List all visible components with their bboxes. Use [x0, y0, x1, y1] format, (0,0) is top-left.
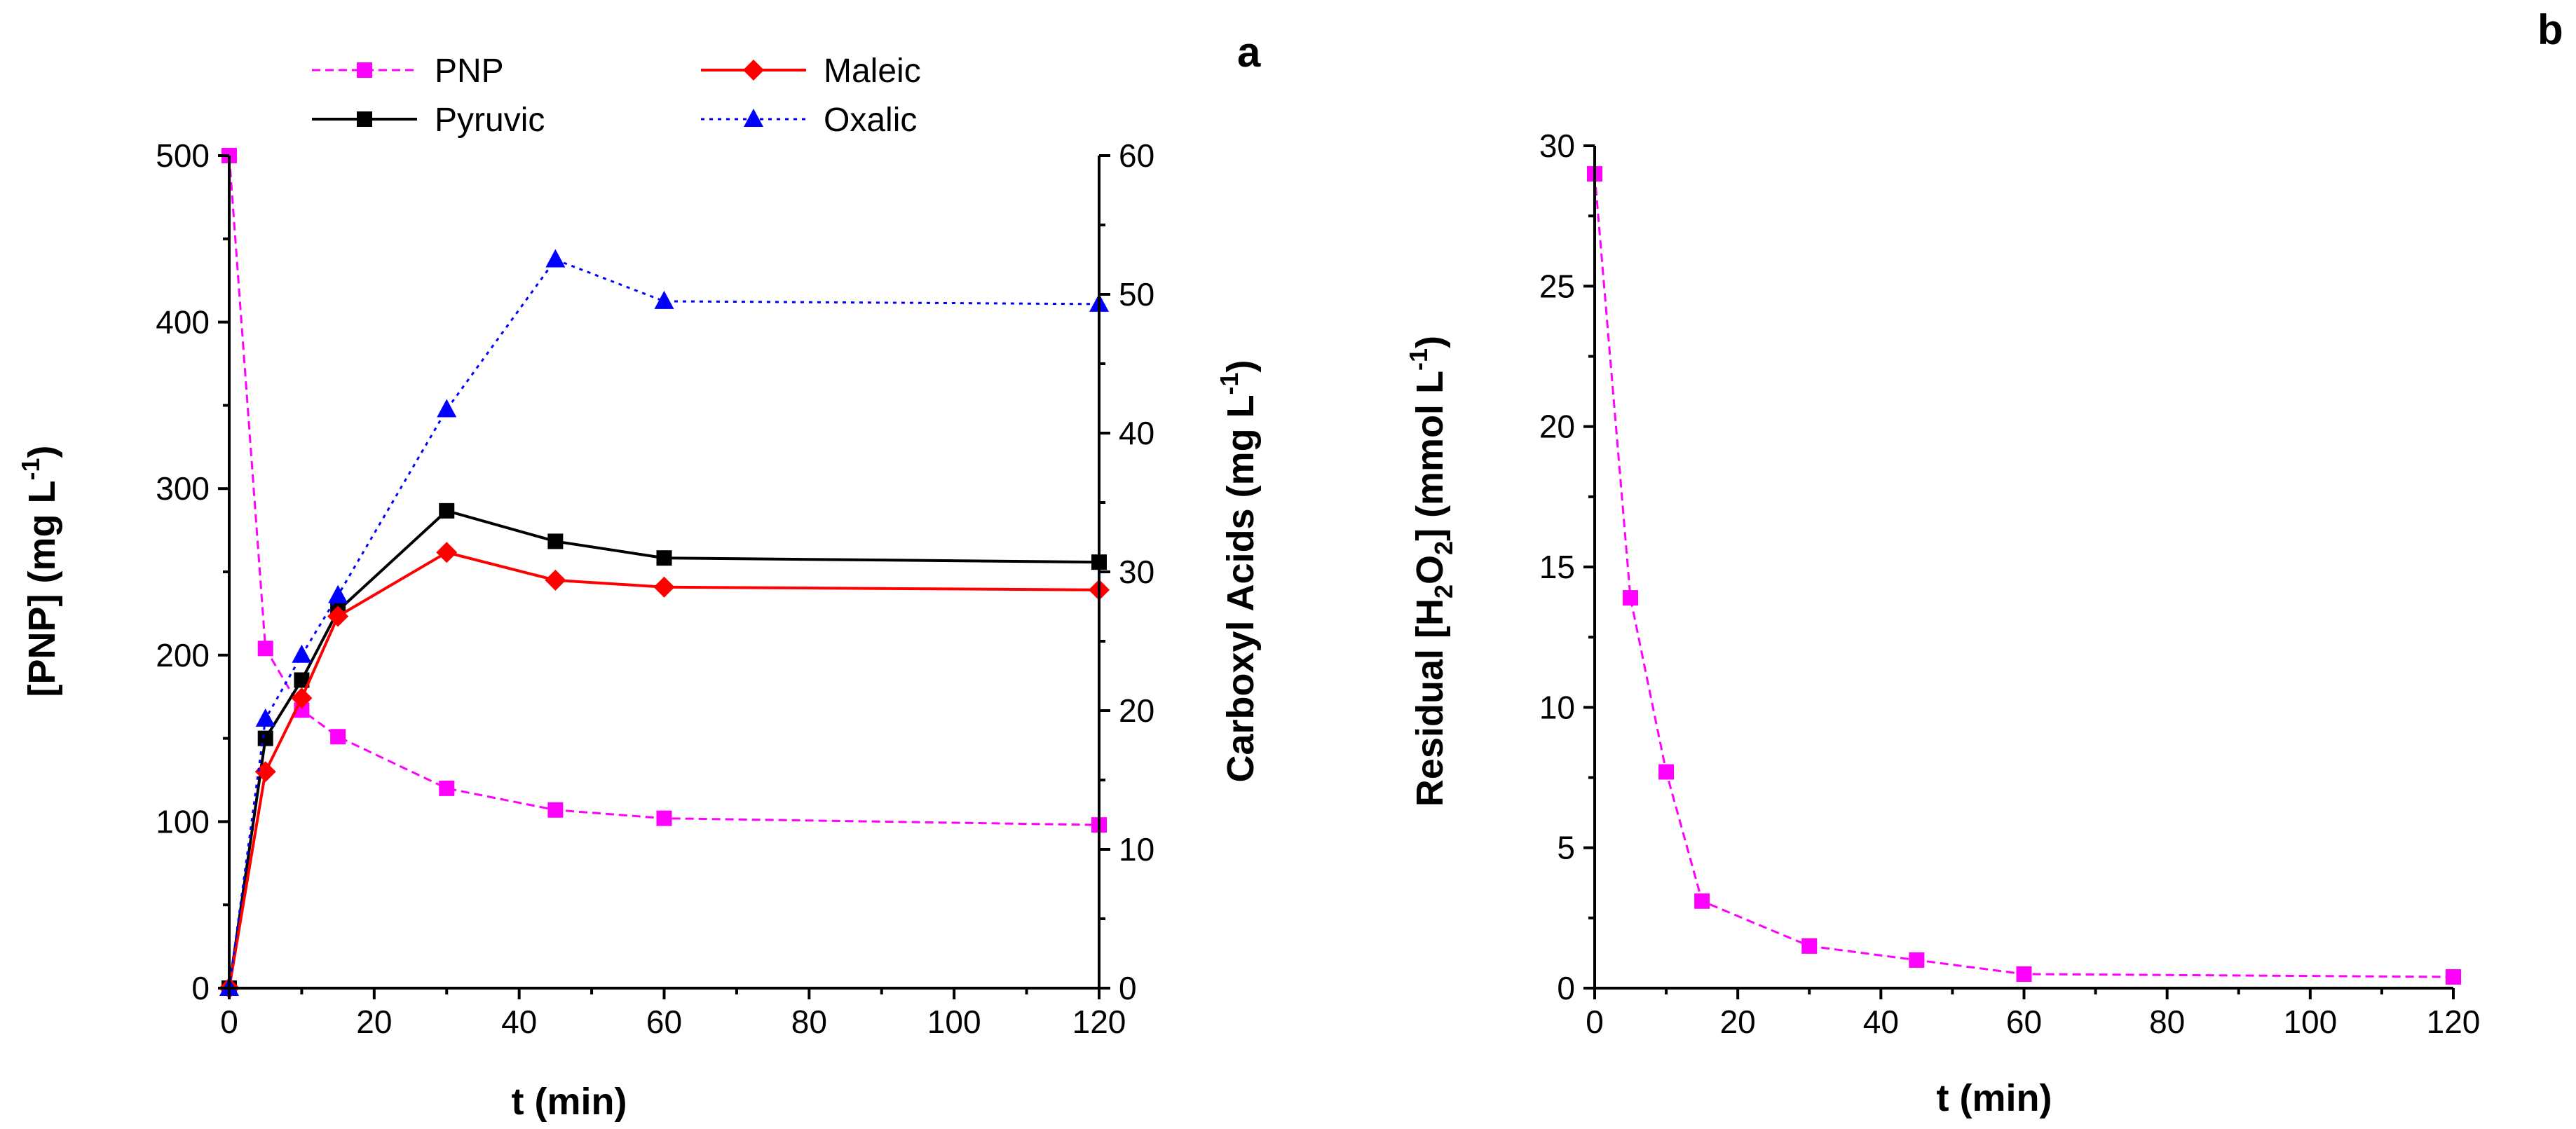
panel-a-right-y-tick-label: 50	[1119, 276, 1154, 313]
legend-item-pnp: PNP	[312, 53, 504, 90]
panel-a-label: a	[1237, 29, 1261, 76]
panel-a-oxalic-point	[545, 249, 566, 268]
panel-b-x-tick-label: 120	[2427, 1004, 2481, 1040]
legend-pnp-label: PNP	[435, 53, 504, 90]
panel-b-y-axis-title: Residual [H2O2] (mmol L-1)	[1404, 336, 1458, 807]
legend-item-maleic: Maleic	[701, 53, 921, 90]
panel-b-h2o2-point	[1909, 952, 1925, 968]
panel-b-y-tick-label: 20	[1539, 409, 1575, 445]
panel-a-pyruvic-point	[439, 502, 455, 519]
legend-pnp-swatch-marker	[357, 62, 372, 78]
panel-a-maleic-line	[228, 551, 1100, 989]
panel-a-pyruvic-line	[228, 509, 1100, 989]
panel-b-axes: 0 20 40 60 80 100 120 0 5 10 15 20 25 30	[1539, 128, 2481, 1040]
legend-pyruvic-label: Pyruvic	[435, 102, 545, 139]
panel-b-h2o2-point	[1623, 590, 1639, 606]
panel-a-right-y-tick-label: 40	[1119, 415, 1154, 451]
panel-a-pyruvic-point	[547, 533, 564, 549]
panel-b-y-tick-label: 5	[1557, 830, 1575, 866]
panel-a-pyruvic-point	[656, 550, 672, 566]
legend-maleic-swatch-marker	[743, 60, 764, 81]
panel-a-left-y-tick-label: 200	[156, 637, 210, 673]
panel-a-maleic-point	[545, 569, 566, 591]
panel-a-pnp-point	[330, 729, 346, 745]
panel-a-oxalic-point	[292, 644, 312, 663]
panel-b-label: b	[2537, 6, 2563, 53]
panel-b: 0 20 40 60 80 100 120 0 5 10 15 20 25 30 b t (min) Re…	[1404, 6, 2563, 1119]
legend-maleic-label: Maleic	[824, 53, 921, 90]
panel-b-x-tick-label: 40	[1863, 1004, 1899, 1040]
panel-a-oxalic-point	[654, 290, 674, 309]
legend-item-oxalic: Oxalic	[701, 102, 917, 139]
panel-a-pnp-line	[228, 155, 1100, 826]
panel-a-oxalic-line	[228, 258, 1100, 989]
panel-b-h2o2-point	[1658, 764, 1675, 780]
panel-a-right-y-tick-label: 30	[1119, 554, 1154, 590]
panel-a-x-axis-title: t (min)	[512, 1081, 627, 1123]
panel-a-pnp-point	[439, 780, 455, 796]
panel-a-left-y-tick-label: 0	[191, 970, 210, 1006]
panel-b-x-tick-label: 60	[2006, 1004, 2042, 1040]
panel-a-left-y-tick-label: 400	[156, 304, 210, 341]
panel-a-right-y-tick-label: 10	[1119, 831, 1154, 868]
panel-a-x-tick-label: 20	[356, 1004, 392, 1040]
panel-b-x-tick-label: 80	[2149, 1004, 2185, 1040]
panel-a-data-layer	[219, 148, 1110, 999]
legend-item-pyruvic: Pyruvic	[312, 102, 545, 139]
panel-a-maleic-point	[291, 687, 313, 709]
panel-a-axes: 0 20 40 60 80 100 1200100200300400500010203040…	[156, 137, 1154, 1040]
panel-a-oxalic-point	[328, 584, 348, 603]
panel-a-left-y-tick-label: 500	[156, 137, 210, 174]
panel-a-pnp-point	[547, 802, 564, 818]
panel-b-h2o2-point	[2016, 966, 2032, 982]
panel-a-oxalic-point	[437, 399, 457, 418]
legend-oxalic-swatch-marker	[744, 109, 763, 127]
panel-b-x-axis-title: t (min)	[1937, 1077, 2052, 1119]
panel-a-maleic-point	[254, 761, 276, 783]
panel-a-x-tick-label: 0	[220, 1004, 238, 1040]
panel-a-x-tick-label: 60	[646, 1004, 682, 1040]
panel-a-right-y-tick-label: 20	[1119, 692, 1154, 729]
panel-a-right-y-axis-title: Carboxyl Acids (mg L-1)	[1215, 360, 1262, 782]
panel-b-x-tick-label: 20	[1720, 1004, 1756, 1040]
panel-b-h2o2-line	[1593, 173, 2454, 978]
panel-a: 0 20 40 60 80 100 1200100200300400500010203040…	[16, 29, 1262, 1123]
panel-a-pyruvic-point	[294, 672, 310, 688]
panel-b-y-tick-label: 15	[1539, 549, 1575, 585]
panel-b-y-tick-label: 25	[1539, 268, 1575, 304]
panel-b-h2o2-point	[1694, 893, 1710, 909]
panel-b-y-tick-label: 10	[1539, 689, 1575, 725]
panel-a-pyruvic-point	[257, 730, 273, 746]
panel-a-left-y-tick-label: 300	[156, 470, 210, 507]
panel-a-left-y-axis-title: [PNP] (mg L-1)	[16, 446, 63, 697]
panel-a-maleic-point	[327, 605, 349, 627]
legend-oxalic-label: Oxalic	[824, 102, 917, 139]
panel-a-x-tick-label: 80	[791, 1004, 827, 1040]
panel-a-x-tick-label: 40	[501, 1004, 537, 1040]
panel-a-left-y-tick-label: 100	[156, 803, 210, 840]
panel-b-h2o2-point	[2446, 969, 2461, 985]
panel-a-x-tick-label: 100	[927, 1004, 981, 1040]
panel-b-h2o2-point	[1801, 938, 1818, 954]
panel-a-x-tick-label: 120	[1072, 1004, 1126, 1040]
panel-a-oxalic-point	[255, 708, 275, 727]
panel-a-pnp-point	[257, 641, 273, 657]
panel-a-pnp-point	[656, 810, 672, 826]
panel-a-maleic-point	[653, 576, 675, 598]
panel-a-maleic-point	[436, 542, 458, 563]
panel-b-x-tick-label: 0	[1586, 1004, 1604, 1040]
panel-b-x-tick-label: 100	[2283, 1004, 2337, 1040]
panel-a-legend: PNP Maleic Pyruvic Oxalic	[312, 53, 921, 139]
panel-a-right-y-tick-label: 0	[1119, 970, 1137, 1006]
panel-b-data-layer	[1587, 166, 2461, 985]
panel-b-y-tick-label: 30	[1539, 128, 1575, 164]
panel-a-right-y-tick-label: 60	[1119, 137, 1154, 174]
panel-b-y-tick-label: 0	[1557, 970, 1575, 1006]
legend-pyruvic-swatch-marker	[357, 111, 372, 127]
